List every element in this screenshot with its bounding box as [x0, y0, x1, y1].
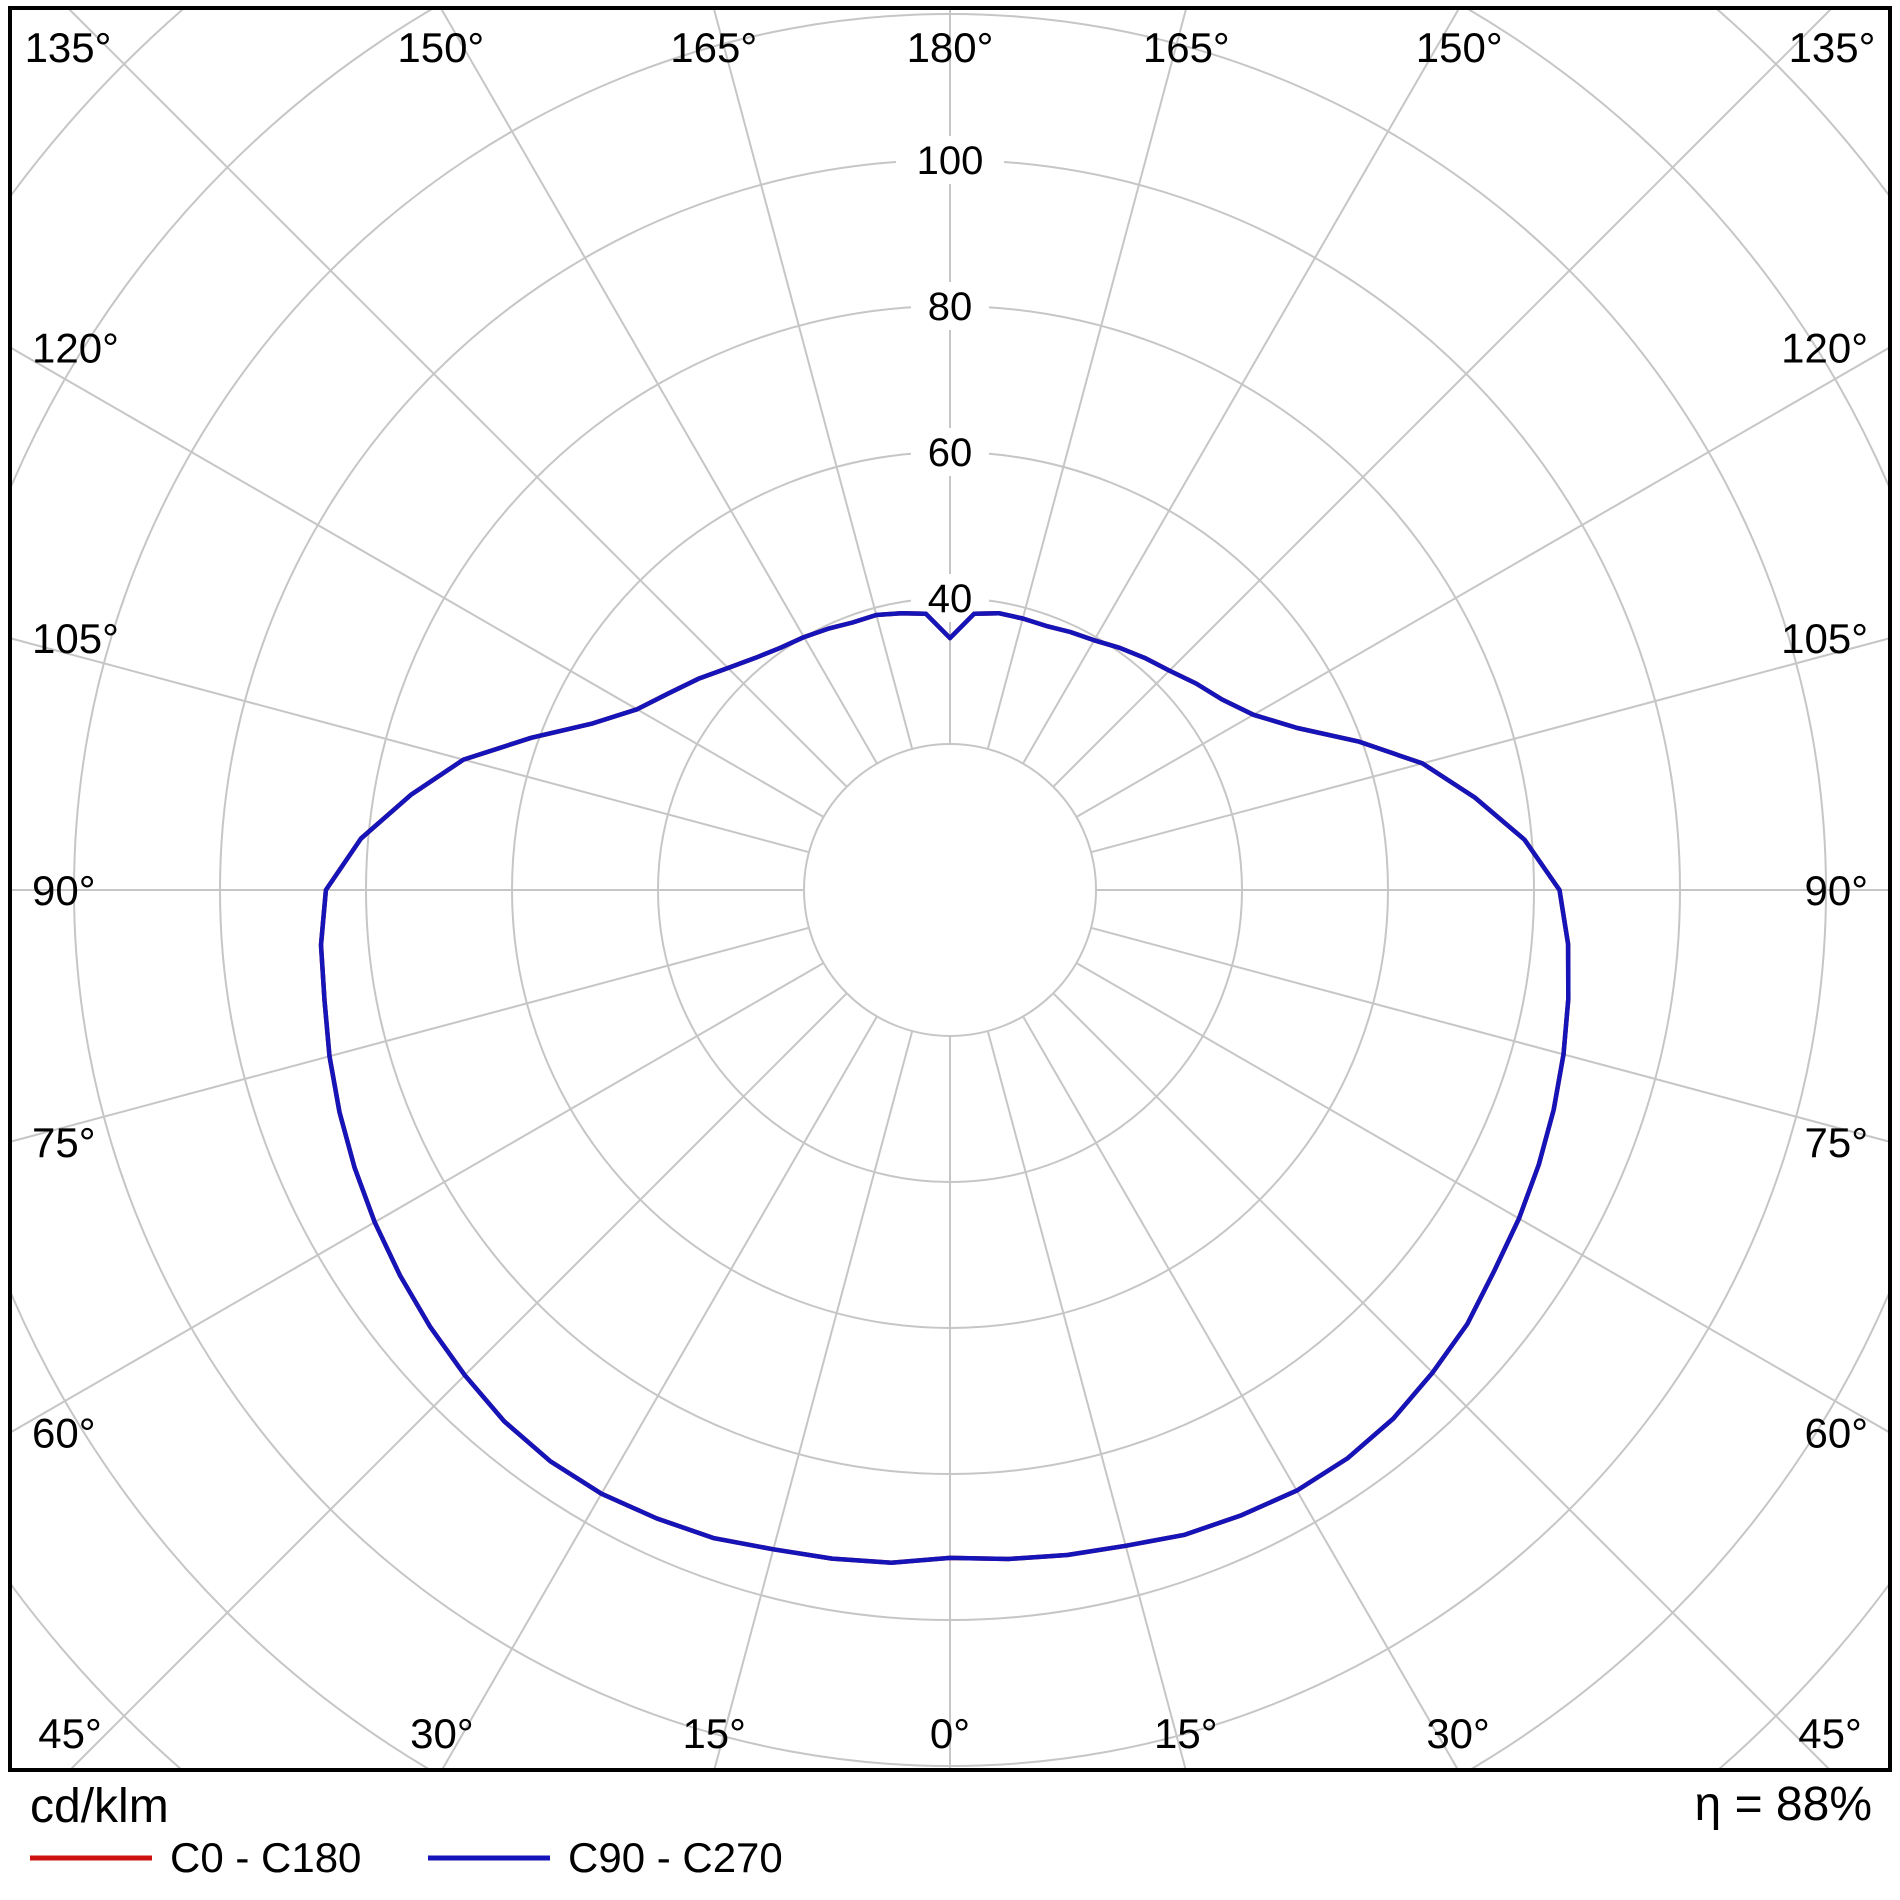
radial-label-backing: [911, 282, 989, 330]
grid-spoke: [986, 1030, 1187, 1768]
grid-spoke: [713, 10, 914, 750]
grid-spoke: [68, 10, 848, 788]
legend-label-c0-c180: C0 - C180: [170, 1834, 361, 1881]
angle-label: 105°: [1781, 615, 1868, 662]
units-label: cd/klm: [30, 1780, 169, 1833]
radial-label-backing: [911, 428, 989, 476]
grid-spoke: [1075, 347, 1888, 818]
angle-label: 150°: [397, 24, 484, 71]
angle-label: 15°: [682, 1710, 746, 1757]
angle-label: 45°: [1798, 1710, 1862, 1757]
grid-spoke: [12, 637, 810, 854]
angle-label: 90°: [1804, 867, 1868, 914]
curve-C90-C270: [318, 610, 1571, 1565]
grid-spoke: [440, 10, 878, 765]
radial-label: 40: [928, 577, 973, 621]
radial-label-backing: [896, 136, 1004, 184]
angle-label: 60°: [1804, 1410, 1868, 1457]
angle-labels: 0° 15° 15° 30° 30° 45° 45° 60° 60° 75° 75° 90° 90° 10…: [25, 24, 1876, 1757]
grid-spoke: [713, 1030, 914, 1768]
radial-label: 100: [917, 139, 984, 183]
angle-label: 120°: [1781, 324, 1868, 371]
angle-label: 165°: [1143, 24, 1230, 71]
legend-label-c90-c270: C90 - C270: [568, 1834, 783, 1881]
radial-label: 80: [928, 285, 973, 329]
angle-label: 30°: [410, 1710, 474, 1757]
angle-label: 135°: [25, 24, 112, 71]
angle-label: 30°: [1426, 1710, 1490, 1757]
intensity-curves: [318, 610, 1571, 1565]
angle-label: 165°: [670, 24, 757, 71]
angle-label: 180°: [907, 24, 994, 71]
angle-label: 90°: [32, 867, 96, 914]
angle-label: 45°: [38, 1710, 102, 1757]
angle-label: 60°: [32, 1410, 96, 1457]
efficiency-label: η = 88%: [1695, 1778, 1872, 1831]
angle-label: 75°: [1804, 1119, 1868, 1166]
grid-spoke: [70, 992, 848, 1768]
grid-spoke: [12, 347, 825, 818]
grid-spoke: [12, 962, 825, 1433]
angle-label: 0°: [930, 1710, 970, 1757]
grid-spoke: [1052, 10, 1832, 788]
angle-label: 135°: [1789, 24, 1876, 71]
grid-spoke: [1090, 926, 1888, 1143]
angle-label: 15°: [1154, 1710, 1218, 1757]
grid-spoke: [1090, 637, 1888, 854]
angle-label: 120°: [32, 324, 119, 371]
grid-spoke: [1022, 1015, 1459, 1768]
grid-spoke: [986, 10, 1187, 750]
legend: C0 - C180 C90 - C270: [30, 1834, 783, 1881]
grid-spoke: [1022, 10, 1460, 765]
grid-spoke: [12, 926, 810, 1143]
angle-label: 150°: [1416, 24, 1503, 71]
angle-label: 75°: [32, 1119, 96, 1166]
grid-spoke: [1052, 992, 1830, 1768]
radial-label: 60: [928, 431, 973, 475]
grid-spoke: [441, 1015, 878, 1768]
angle-label: 105°: [32, 615, 119, 662]
grid-spoke: [1075, 962, 1888, 1433]
